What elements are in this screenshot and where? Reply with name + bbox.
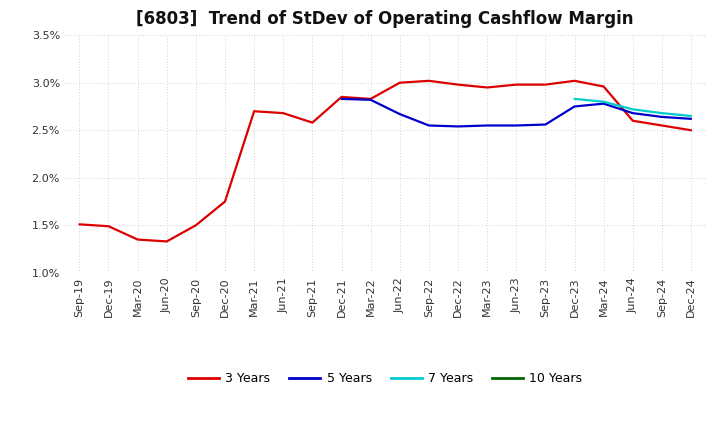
- 5 Years: [483, 123, 492, 128]
- 3 Years: [395, 80, 404, 85]
- 5 Years: [337, 96, 346, 102]
- 3 Years: [104, 224, 113, 229]
- Line: 7 Years: 7 Years: [575, 99, 691, 116]
- 3 Years: [337, 94, 346, 99]
- 3 Years: [657, 123, 666, 128]
- 3 Years: [570, 78, 579, 84]
- 3 Years: [75, 222, 84, 227]
- 7 Years: [687, 114, 696, 119]
- 3 Years: [425, 78, 433, 84]
- 3 Years: [483, 85, 492, 90]
- 3 Years: [366, 96, 375, 102]
- 5 Years: [454, 124, 462, 129]
- 5 Years: [570, 104, 579, 109]
- 5 Years: [425, 123, 433, 128]
- 3 Years: [163, 239, 171, 244]
- 3 Years: [192, 223, 200, 228]
- 5 Years: [657, 114, 666, 120]
- Legend: 3 Years, 5 Years, 7 Years, 10 Years: 3 Years, 5 Years, 7 Years, 10 Years: [183, 367, 588, 390]
- Title: [6803]  Trend of StDev of Operating Cashflow Margin: [6803] Trend of StDev of Operating Cashf…: [137, 10, 634, 28]
- 5 Years: [687, 116, 696, 121]
- 7 Years: [629, 106, 637, 112]
- 7 Years: [570, 96, 579, 102]
- 3 Years: [454, 82, 462, 87]
- 3 Years: [629, 118, 637, 123]
- 3 Years: [250, 109, 258, 114]
- Line: 3 Years: 3 Years: [79, 81, 691, 242]
- 3 Years: [599, 84, 608, 89]
- Line: 5 Years: 5 Years: [341, 99, 691, 126]
- 5 Years: [366, 97, 375, 103]
- 3 Years: [279, 110, 287, 116]
- 3 Years: [133, 237, 142, 242]
- 5 Years: [599, 101, 608, 106]
- 7 Years: [599, 99, 608, 104]
- 3 Years: [512, 82, 521, 87]
- 5 Years: [395, 111, 404, 117]
- 7 Years: [657, 110, 666, 116]
- 5 Years: [541, 122, 550, 127]
- 5 Years: [629, 110, 637, 116]
- 3 Years: [541, 82, 550, 87]
- 3 Years: [220, 199, 229, 204]
- 5 Years: [512, 123, 521, 128]
- 3 Years: [687, 128, 696, 133]
- 3 Years: [308, 120, 317, 125]
